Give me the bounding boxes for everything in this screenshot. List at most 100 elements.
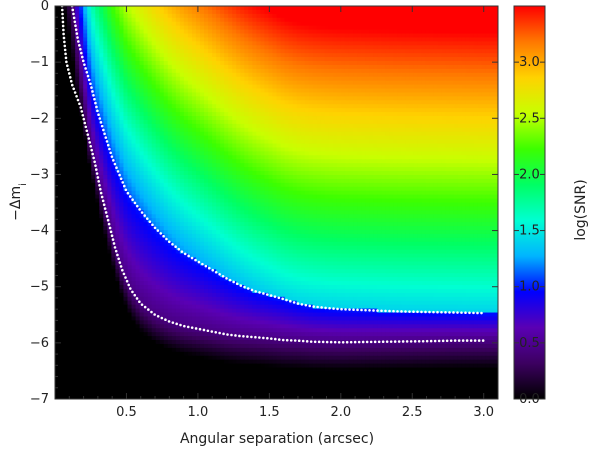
- heatmap-cell: [401, 88, 406, 94]
- heatmap-cell: [220, 9, 225, 15]
- heatmap-cell: [417, 76, 423, 82]
- heatmap-cell: [280, 147, 286, 153]
- heatmap-cell: [268, 64, 274, 70]
- heatmap-cell: [228, 88, 233, 94]
- heatmap-cell: [473, 178, 479, 184]
- heatmap-cell: [55, 163, 60, 168]
- heatmap-cell: [99, 116, 104, 121]
- heatmap-cell: [465, 49, 471, 54]
- heatmap-cell: [143, 37, 149, 42]
- heatmap-cell: [199, 37, 205, 42]
- heatmap-cell: [276, 80, 282, 86]
- heatmap-cell: [361, 171, 366, 176]
- heatmap-cell: [284, 49, 290, 54]
- heatmap-cell: [292, 104, 298, 109]
- heatmap-cell: [103, 127, 108, 133]
- heatmap-cell: [75, 72, 80, 78]
- heatmap-cell: [485, 174, 491, 180]
- heatmap-cell: [232, 64, 237, 70]
- heatmap-cell: [95, 151, 100, 156]
- heatmap-cell: [79, 61, 84, 66]
- heatmap-cell: [139, 9, 145, 15]
- heatmap-cell: [67, 13, 72, 19]
- heatmap-cell: [324, 171, 330, 176]
- heatmap-cell: [457, 123, 463, 129]
- heatmap-cell: [328, 64, 334, 70]
- heatmap-cell: [67, 33, 72, 39]
- heatmap-cell: [348, 53, 354, 58]
- heatmap-cell: [288, 143, 294, 149]
- heatmap-cell: [473, 80, 479, 86]
- heatmap-cell: [445, 143, 451, 149]
- heatmap-cell: [191, 64, 197, 70]
- heatmap-cell: [127, 25, 133, 31]
- heatmap-cell: [63, 155, 68, 160]
- heatmap-cell: [151, 64, 157, 70]
- heatmap-cell: [119, 25, 125, 31]
- heatmap-cell: [212, 116, 217, 121]
- heatmap-cell: [288, 61, 294, 66]
- heatmap-cell: [453, 68, 459, 74]
- heatmap-cell: [304, 119, 310, 125]
- heatmap-cell: [220, 88, 225, 94]
- heatmap-cell: [405, 116, 410, 121]
- heatmap-cell: [477, 84, 483, 90]
- heatmap-cell: [485, 41, 491, 46]
- heatmap-cell: [232, 100, 237, 105]
- heatmap-cell: [163, 119, 169, 125]
- heatmap-cell: [236, 25, 241, 31]
- heatmap-cell: [280, 49, 286, 54]
- heatmap-cell: [204, 123, 209, 129]
- heatmap-cell: [163, 72, 169, 78]
- heatmap-cell: [280, 127, 286, 133]
- heatmap-cell: [453, 119, 459, 125]
- heatmap-cell: [195, 131, 201, 137]
- heatmap-cell: [340, 104, 346, 109]
- heatmap-cell: [300, 131, 306, 137]
- heatmap-cell: [453, 13, 459, 19]
- heatmap-cell: [228, 45, 233, 50]
- heatmap-cell: [199, 139, 205, 145]
- heatmap-cell: [324, 131, 330, 137]
- heatmap-cell: [296, 6, 302, 11]
- heatmap-cell: [457, 171, 463, 176]
- heatmap-cell: [224, 80, 229, 86]
- heatmap-cell: [304, 171, 310, 176]
- heatmap-cell: [248, 167, 253, 172]
- heatmap-cell: [131, 25, 137, 31]
- heatmap-cell: [212, 104, 217, 109]
- heatmap-cell: [171, 123, 177, 129]
- heatmap-cell: [316, 143, 322, 149]
- heatmap-cell: [252, 167, 257, 172]
- heatmap-cell: [465, 143, 471, 149]
- heatmap-cell: [179, 163, 185, 168]
- heatmap-cell: [393, 6, 398, 11]
- heatmap-cell: [151, 174, 157, 180]
- heatmap-cell: [67, 135, 72, 141]
- heatmap-cell: [155, 143, 161, 149]
- heatmap-cell: [280, 53, 286, 58]
- heatmap-cell: [115, 72, 121, 78]
- heatmap-cell: [469, 96, 475, 101]
- heatmap-cell: [316, 9, 322, 15]
- heatmap-cell: [296, 135, 302, 141]
- heatmap-cell: [236, 72, 241, 78]
- heatmap-cell: [441, 45, 447, 50]
- heatmap-cell: [348, 21, 354, 27]
- heatmap-cell: [212, 108, 217, 113]
- heatmap-cell: [340, 84, 346, 90]
- heatmap-cell: [119, 116, 125, 121]
- heatmap-cell: [179, 88, 185, 94]
- heatmap-cell: [260, 13, 266, 19]
- heatmap-cell: [449, 104, 455, 109]
- heatmap-cell: [55, 29, 60, 35]
- heatmap-cell: [103, 163, 108, 168]
- heatmap-cell: [332, 64, 338, 70]
- heatmap-cell: [457, 33, 463, 39]
- heatmap-cell: [236, 163, 241, 168]
- heatmap-cell: [240, 92, 245, 97]
- heatmap-cell: [344, 37, 350, 42]
- heatmap-cell: [183, 76, 189, 82]
- heatmap-cell: [417, 57, 423, 62]
- heatmap-cell: [288, 92, 294, 97]
